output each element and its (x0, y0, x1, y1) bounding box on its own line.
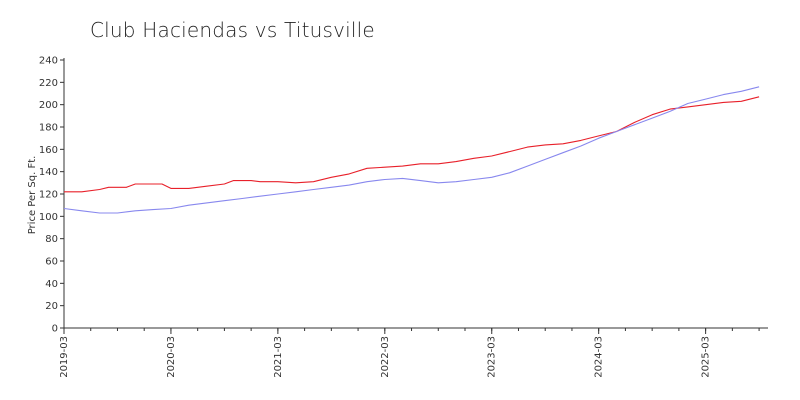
series-layer (63, 86, 760, 214)
y-tick-label: 240 (39, 56, 58, 67)
x-tick-label: 2023-03 (487, 336, 498, 378)
x-tick-label: 2021-03 (273, 336, 284, 378)
y-tick-label: 120 (39, 190, 58, 201)
chart-title: Club Haciendas vs Titusville (90, 18, 375, 42)
y-tick-label: 180 (39, 123, 58, 134)
y-tick-label: 0 (52, 324, 58, 335)
series-line-2 (63, 86, 760, 214)
y-tick-label: 60 (45, 257, 58, 268)
y-tick-label: 220 (39, 78, 58, 89)
y-tick-label: 140 (39, 167, 58, 178)
y-tick-label: 80 (45, 234, 58, 245)
y-axis-label: Price Per Sq. Ft. (27, 156, 38, 235)
x-tick-label: 2022-03 (380, 336, 391, 378)
x-tick-label: 2025-03 (701, 336, 712, 378)
chart-axes: 0 20 40 60 80 100 120 140 160 180 200 220 240 2019-03… (39, 56, 768, 378)
x-tick-label: 2019-03 (59, 336, 70, 378)
series-line-1 (64, 96, 760, 193)
y-tick-label: 100 (39, 212, 58, 223)
x-tick-label: 2024-03 (594, 336, 605, 378)
y-tick-label: 200 (39, 100, 58, 111)
y-tick-label: 40 (45, 279, 58, 290)
x-tick-label: 2020-03 (166, 336, 177, 378)
y-tick-label: 20 (45, 301, 58, 312)
y-tick-label: 160 (39, 145, 58, 156)
